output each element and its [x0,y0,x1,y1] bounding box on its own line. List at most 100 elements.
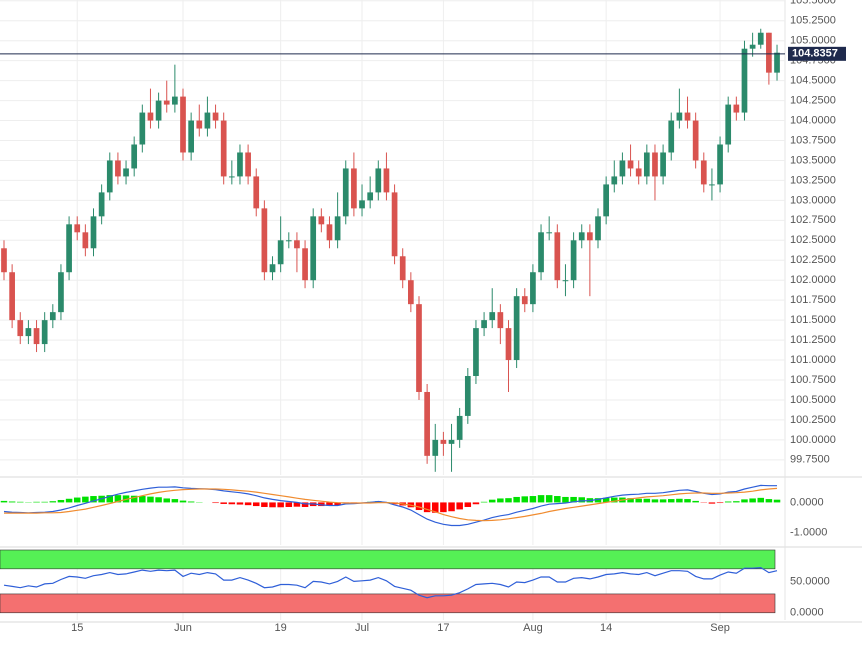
candle-body [375,168,382,193]
histogram-bar [480,501,488,503]
histogram-bar [594,498,602,503]
candle-body [172,96,178,105]
candle-body [595,216,601,241]
histogram-bar [269,502,276,508]
histogram-bar [228,502,236,505]
candle-body [391,192,398,257]
candle-body [766,32,772,73]
histogram-bar [716,502,724,504]
candle-body [277,240,284,265]
y-tick-label: 102.0000 [790,274,836,286]
histogram-bar [171,499,179,503]
candle-body [489,312,496,321]
candle-body [603,184,609,217]
candle-body [757,32,764,45]
y-tick-label: 105.5000 [790,0,836,7]
candle-body [448,439,455,444]
candle-body [188,120,194,153]
histogram-bar [236,502,244,505]
candle-body [505,328,512,361]
histogram-bar [423,502,431,513]
histogram-bar [432,502,439,513]
candle-body [611,176,618,185]
candle-body [285,240,292,242]
candle-body [302,248,308,281]
histogram-bar [545,495,553,503]
candle-body [25,328,32,337]
y-tick-label: 101.0000 [790,354,836,366]
x-tick-label: 15 [71,622,83,634]
candle-body [41,320,48,345]
y-tick-label: 102.7500 [790,214,836,226]
histogram-bar [684,499,691,503]
candle-body [700,160,707,185]
candle-body [58,272,64,313]
candle-body [440,439,447,444]
candle-body [383,168,390,193]
candle-body [432,439,439,456]
histogram-bar [464,502,472,507]
candle-body [513,296,520,361]
histogram-bar [602,497,610,503]
histogram-bar [488,499,496,503]
y-tick-label: 0.0000 [790,607,824,619]
candle-body [538,232,544,273]
y-tick-label: 99.7500 [790,454,830,466]
candle-body [733,104,740,113]
histogram-bar [537,495,545,503]
histogram-bar [676,498,683,503]
histogram-bar [757,497,765,503]
candle-body [684,112,691,121]
candle-body [1,248,7,273]
histogram-bar [220,502,227,504]
histogram-bar [293,502,301,507]
y-tick-label: 0.0000 [790,496,824,508]
rsi-line [3,566,778,599]
histogram-bar [635,498,642,503]
candle-body [546,232,553,234]
candle-body [351,168,357,209]
candle-body [635,168,642,177]
histogram-bar [277,502,284,508]
candle-body [660,152,666,177]
candle-body [115,160,121,177]
x-tick-label: 14 [600,622,612,634]
histogram-bar [179,500,187,503]
y-tick-label: 104.0000 [790,114,836,126]
last-price-label: 104.8357 [792,48,838,60]
histogram-bar [724,501,732,503]
histogram-bar [708,502,716,504]
candle-body [196,120,203,129]
candle-body [212,112,219,121]
x-tick-label: Jun [174,622,192,634]
histogram-bar [82,496,89,503]
y-tick-label: 103.2500 [790,174,836,186]
candle-body [570,240,577,281]
y-tick-label: 50.0000 [790,575,830,587]
candle-body [9,272,15,321]
y-tick-label: 101.5000 [790,314,836,326]
candle-body [619,160,626,177]
histogram-bar [554,496,561,503]
histogram-bar [659,499,667,503]
histogram-bar [318,502,325,507]
candle-body [253,176,260,209]
candle-body [456,415,463,440]
candle-body [220,120,227,177]
x-tick-label: 19 [275,622,287,634]
y-tick-label: 100.7500 [790,374,836,386]
candle-body [66,224,72,273]
last-price-box [788,46,846,61]
candle-body [204,112,211,129]
candle-body [49,312,56,321]
histogram-bar [529,496,537,503]
candle-body [668,120,675,153]
candle-body [33,328,40,345]
candle-body [131,144,138,169]
histogram-bar [562,496,569,503]
histogram-bar [49,501,57,503]
candle-body [562,280,569,282]
histogram-bar [448,502,455,512]
candle-body [530,272,536,305]
candle-body [334,216,341,241]
